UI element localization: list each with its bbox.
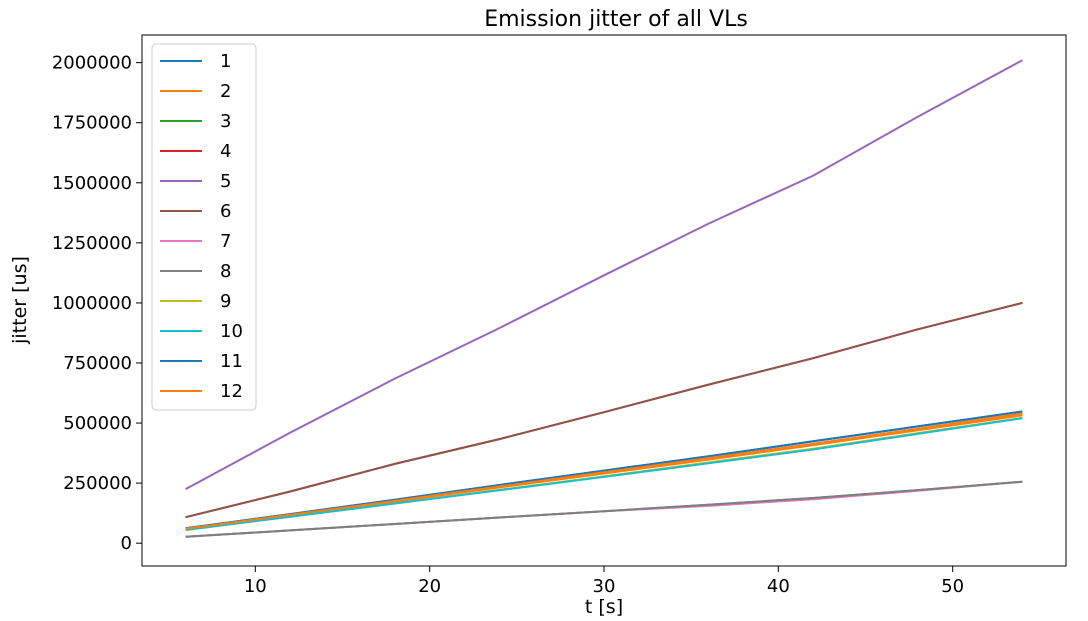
series-layer: [185, 59, 1023, 538]
y-tick-label: 1750000: [52, 113, 132, 134]
series-line-6: [185, 301, 1023, 519]
legend-label-8: 8: [220, 261, 231, 282]
legend-label-7: 7: [220, 231, 231, 252]
series-line-8: [185, 480, 1023, 538]
x-axis-label: t [s]: [585, 596, 623, 618]
legend-label-12: 12: [220, 381, 243, 402]
series-line-5: [185, 59, 1023, 490]
chart-title: Emission jitter of all VLs: [484, 7, 748, 32]
x-tick-label: 50: [941, 576, 964, 597]
legend-box: [151, 43, 257, 411]
y-tick-label: 1000000: [52, 293, 132, 314]
y-tick-label: 0: [121, 533, 132, 554]
legend-label-1: 1: [220, 51, 231, 72]
legend-label-4: 4: [220, 141, 231, 162]
y-tick-label: 1250000: [52, 233, 132, 254]
y-tick-label: 250000: [63, 473, 132, 494]
series-line-12: [185, 412, 1023, 530]
legend-label-5: 5: [220, 171, 231, 192]
legend-label-6: 6: [220, 201, 231, 222]
x-axis: 10 20 30 40 50: [244, 566, 964, 597]
legend-label-9: 9: [220, 291, 231, 312]
y-tick-label: 1500000: [52, 173, 132, 194]
plot-frame: [141, 34, 1067, 567]
y-tick-label: 750000: [63, 353, 132, 374]
legend-label-2: 2: [220, 81, 231, 102]
y-tick-label: 500000: [63, 413, 132, 434]
x-tick-label: 10: [244, 576, 267, 597]
legend-label-10: 10: [220, 321, 243, 342]
x-tick-label: 20: [418, 576, 441, 597]
legend-label-3: 3: [220, 111, 231, 132]
series-line-10: [185, 417, 1023, 531]
legend-label-11: 11: [220, 351, 243, 372]
y-axis: 0 250000 500000 750000 1000000 1250000 1500000…: [52, 53, 142, 554]
x-tick-label: 40: [767, 576, 790, 597]
y-axis-label: jitter [us]: [9, 256, 31, 345]
x-tick-label: 30: [593, 576, 616, 597]
y-tick-label: 2000000: [52, 53, 132, 74]
